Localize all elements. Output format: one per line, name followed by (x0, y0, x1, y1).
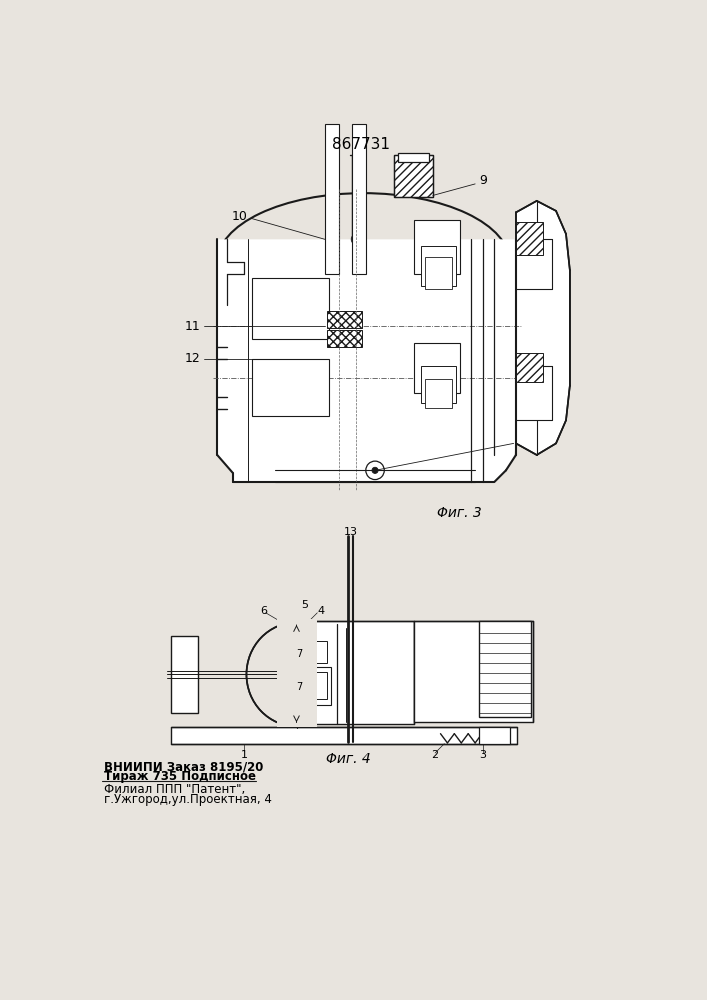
Text: 7: 7 (296, 682, 303, 692)
Text: 3: 3 (479, 750, 486, 760)
Bar (284, 641, 327, 663)
Circle shape (351, 234, 362, 245)
Text: 11: 11 (185, 320, 200, 333)
Text: 12: 12 (185, 352, 200, 365)
Text: г.Ужгород,ул.Проектная, 4: г.Ужгород,ул.Проектная, 4 (104, 793, 272, 806)
Bar (479, 727, 510, 744)
Bar (421, 246, 456, 286)
Text: 867731: 867731 (332, 137, 390, 152)
Bar (425, 257, 452, 289)
Bar (479, 620, 532, 717)
Text: 9: 9 (479, 174, 487, 187)
Text: ВНИИПИ Заказ 8195/20: ВНИИПИ Заказ 8195/20 (104, 760, 264, 773)
Text: 4: 4 (317, 606, 325, 616)
Bar (414, 343, 460, 393)
Polygon shape (516, 201, 570, 455)
Text: 7: 7 (296, 649, 303, 659)
Bar (252, 359, 329, 416)
Bar (398, 153, 429, 162)
Bar (414, 620, 533, 722)
Text: 1: 1 (240, 750, 247, 760)
Bar (395, 155, 433, 197)
Bar (414, 220, 460, 274)
Polygon shape (217, 239, 516, 482)
Text: 10: 10 (232, 210, 248, 223)
Bar (425, 379, 452, 408)
Bar (284, 672, 327, 699)
Bar (516, 222, 543, 255)
Text: 2: 2 (431, 750, 438, 760)
Text: Φиг. 4: Φиг. 4 (326, 752, 370, 766)
Bar (281, 667, 331, 705)
Bar (171, 727, 518, 744)
Bar (352, 124, 366, 274)
Text: Филиал ППП "Патент",: Филиал ППП "Патент", (104, 783, 245, 796)
Text: Тираж 735 Подписное: Тираж 735 Подписное (104, 770, 256, 783)
Bar (327, 311, 362, 328)
Circle shape (372, 467, 378, 473)
Bar (327, 330, 362, 347)
Text: 5: 5 (300, 600, 308, 610)
Text: Φиг. 3: Φиг. 3 (438, 506, 482, 520)
Bar (171, 636, 198, 713)
Text: 13: 13 (344, 527, 358, 537)
Bar (279, 620, 414, 724)
Bar (277, 619, 317, 727)
Text: 6: 6 (260, 606, 267, 616)
Bar (325, 124, 339, 274)
Bar (395, 155, 433, 197)
Bar (516, 353, 543, 382)
Bar (421, 366, 456, 403)
Bar (252, 278, 329, 339)
